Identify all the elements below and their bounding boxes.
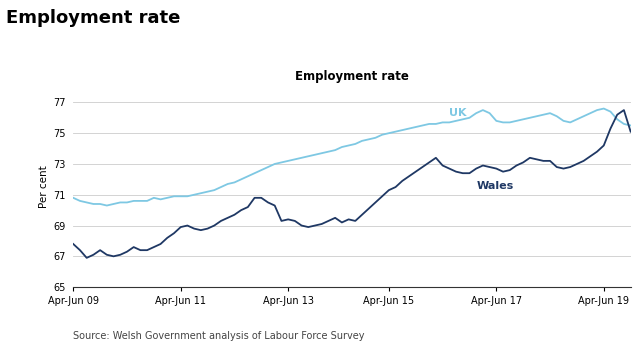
Text: Source: Welsh Government analysis of Labour Force Survey: Source: Welsh Government analysis of Lab… [73, 331, 365, 341]
Title: Employment rate: Employment rate [295, 70, 409, 83]
Text: UK: UK [449, 108, 467, 118]
Text: Employment rate: Employment rate [6, 9, 181, 27]
Text: Wales: Wales [476, 181, 513, 191]
Y-axis label: Per cent: Per cent [39, 166, 49, 208]
